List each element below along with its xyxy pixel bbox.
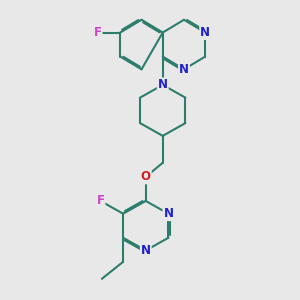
Text: O: O: [141, 170, 151, 183]
Text: N: N: [179, 63, 189, 76]
Text: F: F: [94, 26, 102, 39]
Text: N: N: [164, 207, 173, 220]
Text: F: F: [97, 194, 104, 208]
Text: N: N: [158, 78, 168, 92]
Text: N: N: [200, 26, 210, 39]
Text: N: N: [141, 244, 151, 257]
